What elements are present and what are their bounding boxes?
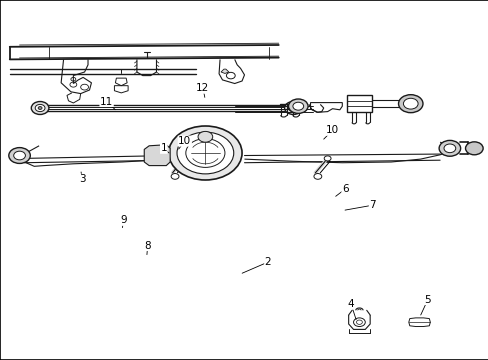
Text: 11: 11 xyxy=(100,96,113,107)
Text: 4: 4 xyxy=(347,299,354,309)
Circle shape xyxy=(198,131,212,142)
Circle shape xyxy=(443,144,455,153)
Circle shape xyxy=(288,99,307,113)
Circle shape xyxy=(313,174,321,179)
Text: 10: 10 xyxy=(325,125,338,135)
Text: 1: 1 xyxy=(160,143,167,153)
Text: 3: 3 xyxy=(79,174,85,184)
Circle shape xyxy=(181,155,188,160)
Circle shape xyxy=(398,95,422,113)
Text: 5: 5 xyxy=(424,294,430,305)
Circle shape xyxy=(31,102,49,114)
Circle shape xyxy=(324,156,330,161)
Text: 10: 10 xyxy=(178,136,191,146)
Circle shape xyxy=(288,104,298,112)
Circle shape xyxy=(168,126,242,180)
Circle shape xyxy=(9,148,30,163)
Circle shape xyxy=(35,104,45,112)
Text: 8: 8 xyxy=(144,240,151,251)
Text: 2: 2 xyxy=(264,257,271,267)
Circle shape xyxy=(14,151,25,160)
Text: 9: 9 xyxy=(120,215,126,225)
Circle shape xyxy=(284,102,302,114)
Circle shape xyxy=(438,140,460,156)
Polygon shape xyxy=(144,145,170,166)
Circle shape xyxy=(171,174,179,179)
Text: 7: 7 xyxy=(368,200,375,210)
Circle shape xyxy=(292,102,303,110)
Text: 12: 12 xyxy=(196,83,209,93)
Polygon shape xyxy=(221,69,228,73)
Text: 6: 6 xyxy=(341,184,348,194)
Circle shape xyxy=(291,107,295,109)
Circle shape xyxy=(465,142,482,155)
Circle shape xyxy=(177,132,233,174)
Circle shape xyxy=(403,98,417,109)
Circle shape xyxy=(38,107,42,109)
